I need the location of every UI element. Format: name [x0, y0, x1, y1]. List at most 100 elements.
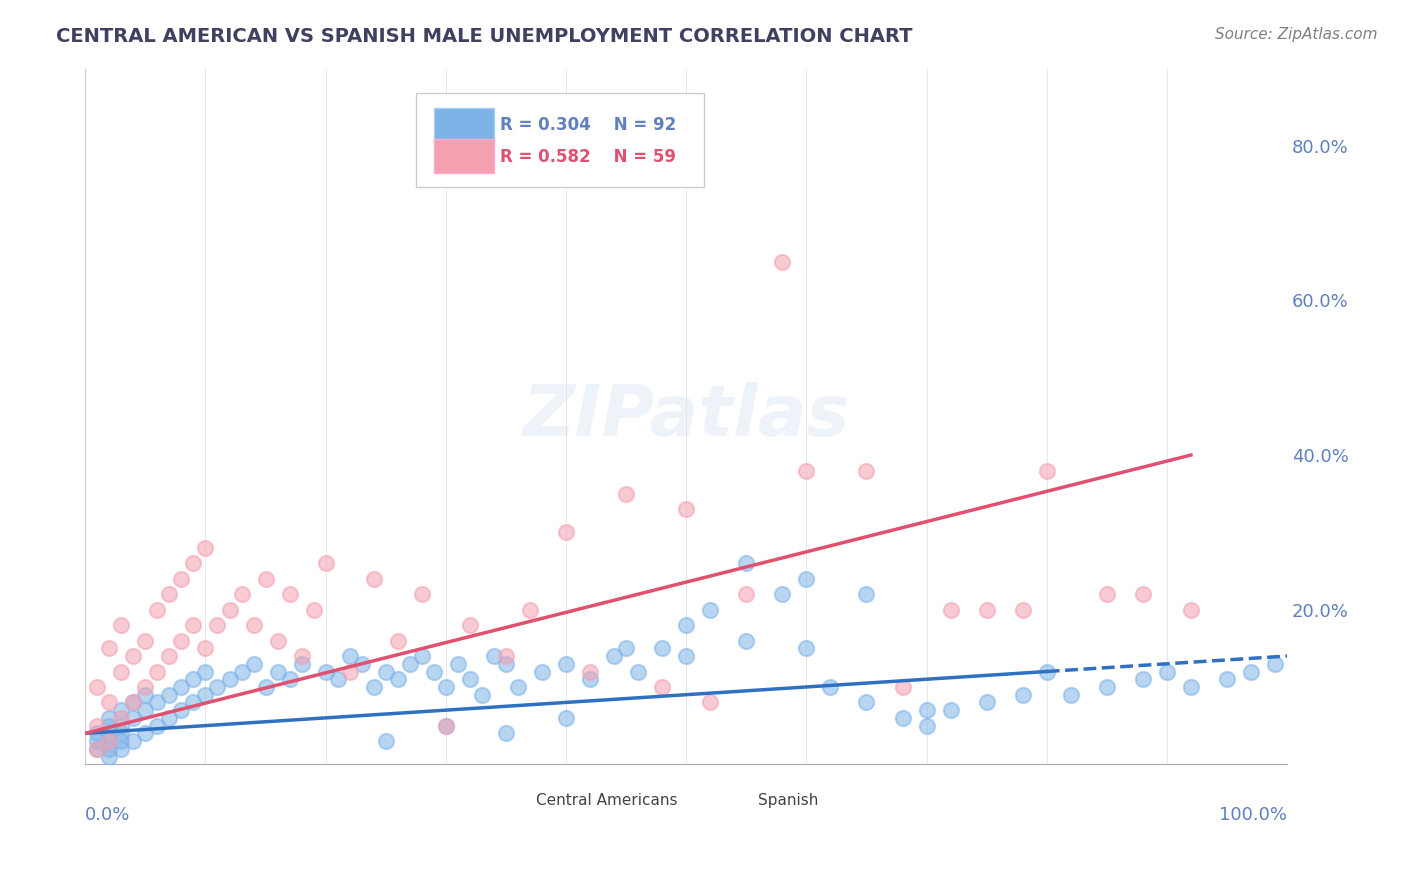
- Point: [183, 618, 205, 632]
- Point: [231, 665, 253, 679]
- Point: [1011, 688, 1033, 702]
- Point: [1035, 665, 1057, 679]
- Text: R = 0.582    N = 59: R = 0.582 N = 59: [501, 148, 676, 166]
- Point: [675, 502, 697, 516]
- Text: Central Americans: Central Americans: [536, 793, 678, 808]
- Point: [434, 718, 457, 732]
- Point: [1216, 672, 1239, 686]
- Point: [1180, 602, 1202, 616]
- Point: [939, 703, 962, 717]
- Point: [98, 749, 121, 764]
- Point: [855, 695, 877, 709]
- Point: [796, 641, 818, 656]
- Point: [387, 633, 409, 648]
- Point: [159, 587, 181, 601]
- FancyBboxPatch shape: [485, 790, 526, 811]
- Point: [735, 587, 758, 601]
- Point: [374, 665, 396, 679]
- Point: [614, 486, 637, 500]
- Point: [110, 703, 132, 717]
- Point: [278, 587, 301, 601]
- Point: [434, 680, 457, 694]
- Point: [159, 688, 181, 702]
- Point: [555, 657, 578, 671]
- Point: [194, 541, 217, 555]
- Point: [159, 648, 181, 663]
- Point: [651, 680, 673, 694]
- FancyBboxPatch shape: [464, 785, 908, 823]
- Point: [242, 618, 264, 632]
- Point: [495, 657, 517, 671]
- Point: [1132, 672, 1154, 686]
- Point: [183, 672, 205, 686]
- Point: [110, 711, 132, 725]
- Point: [1240, 665, 1263, 679]
- Point: [266, 665, 288, 679]
- Point: [579, 665, 602, 679]
- Point: [291, 648, 314, 663]
- Point: [218, 672, 240, 686]
- Point: [194, 688, 217, 702]
- Point: [122, 648, 145, 663]
- Point: [291, 657, 314, 671]
- Point: [579, 672, 602, 686]
- Point: [146, 602, 169, 616]
- Point: [555, 525, 578, 540]
- Text: Source: ZipAtlas.com: Source: ZipAtlas.com: [1215, 27, 1378, 42]
- Point: [458, 672, 481, 686]
- Point: [1011, 602, 1033, 616]
- Point: [110, 734, 132, 748]
- Point: [1264, 657, 1286, 671]
- Text: CENTRAL AMERICAN VS SPANISH MALE UNEMPLOYMENT CORRELATION CHART: CENTRAL AMERICAN VS SPANISH MALE UNEMPLO…: [56, 27, 912, 45]
- Point: [183, 695, 205, 709]
- Point: [134, 726, 156, 740]
- Point: [627, 665, 650, 679]
- Point: [315, 665, 337, 679]
- Point: [146, 695, 169, 709]
- Point: [122, 695, 145, 709]
- Point: [796, 463, 818, 477]
- Point: [315, 556, 337, 570]
- Text: 100.0%: 100.0%: [1219, 806, 1286, 824]
- Point: [699, 695, 721, 709]
- Point: [98, 741, 121, 756]
- Point: [350, 657, 373, 671]
- Point: [146, 665, 169, 679]
- Point: [122, 734, 145, 748]
- Point: [1132, 587, 1154, 601]
- Point: [530, 665, 553, 679]
- Point: [122, 711, 145, 725]
- Point: [1095, 587, 1118, 601]
- Point: [278, 672, 301, 686]
- Point: [86, 680, 108, 694]
- Point: [374, 734, 396, 748]
- Point: [398, 657, 420, 671]
- Point: [614, 641, 637, 656]
- Point: [471, 688, 494, 702]
- Point: [194, 665, 217, 679]
- FancyBboxPatch shape: [416, 93, 704, 186]
- Point: [675, 648, 697, 663]
- Point: [302, 602, 325, 616]
- Point: [86, 718, 108, 732]
- Point: [820, 680, 842, 694]
- Point: [339, 665, 361, 679]
- Point: [194, 641, 217, 656]
- Point: [122, 695, 145, 709]
- Point: [170, 680, 193, 694]
- Point: [231, 587, 253, 601]
- Point: [519, 602, 541, 616]
- Point: [159, 711, 181, 725]
- Point: [770, 254, 793, 268]
- Point: [339, 648, 361, 663]
- Point: [110, 741, 132, 756]
- FancyBboxPatch shape: [434, 139, 494, 173]
- Point: [675, 618, 697, 632]
- Point: [603, 648, 626, 663]
- Point: [134, 688, 156, 702]
- Point: [98, 718, 121, 732]
- Point: [506, 680, 529, 694]
- Point: [855, 587, 877, 601]
- Point: [1035, 463, 1057, 477]
- Point: [170, 703, 193, 717]
